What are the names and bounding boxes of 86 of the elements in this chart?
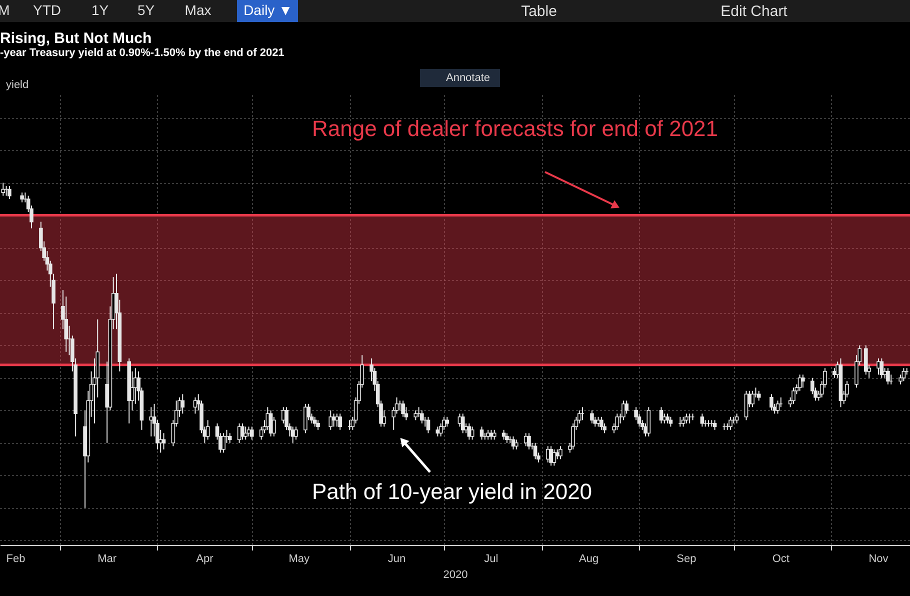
candlestick: [558, 446, 562, 460]
candlestick: [776, 400, 780, 414]
candlestick: [756, 390, 761, 402]
candlestick: [700, 413, 704, 428]
candlestick: [770, 394, 774, 411]
candlestick: [646, 406, 651, 437]
candlestick: [533, 442, 538, 460]
x-tick-label: Aug: [579, 553, 599, 565]
candlestick: [622, 400, 626, 421]
candlestick: [728, 416, 732, 430]
text: 1Y: [91, 2, 110, 18]
text: YTD: [33, 2, 61, 18]
candlestick: [445, 416, 450, 428]
candlestick: [426, 416, 430, 434]
x-tick-label: May: [288, 553, 310, 565]
candlestick: [460, 413, 465, 434]
text: Annotate: [446, 72, 490, 84]
candlestick: [222, 432, 226, 454]
x-tick-label: Apr: [196, 553, 214, 565]
candlestick: [600, 416, 604, 430]
candlestick: [272, 416, 276, 437]
text: Daily ▼: [244, 2, 292, 18]
candlestick: [734, 413, 739, 424]
candlestick: [681, 416, 686, 428]
text: Table: [521, 3, 557, 20]
candlestick: [414, 410, 418, 421]
candlestick: [312, 416, 317, 428]
x-tick-label: Sep: [676, 553, 696, 565]
x-tick-label: Jul: [484, 553, 498, 565]
text: yield: [6, 79, 29, 91]
chart-subtitle: -year Treasury yield at 0.90%-1.50% by the end of 2021: [0, 47, 284, 59]
candlestick: [876, 358, 880, 376]
x-tick-label: Nov: [868, 553, 889, 565]
candlestick: [624, 400, 629, 414]
candlestick: [180, 394, 185, 414]
x-tick-label: Jun: [388, 553, 406, 565]
candlestick: [880, 358, 884, 378]
chart-title: Rising, But Not Much: [0, 30, 152, 47]
candlestick: [228, 432, 232, 444]
text: Max: [184, 2, 212, 18]
candlestick: [886, 368, 890, 385]
candlestick: [206, 420, 210, 440]
candlestick: [505, 432, 509, 444]
candlestick: [666, 413, 670, 424]
candlestick: [149, 406, 154, 437]
candlestick: [596, 416, 600, 428]
candlestick: [668, 416, 673, 428]
candlestick: [401, 400, 405, 418]
candlestick: [549, 446, 553, 466]
candlestick: [712, 420, 717, 430]
annotation: Path of 10-year yield in 2020: [312, 479, 592, 504]
candlestick: [527, 432, 531, 450]
candlestick: [750, 390, 754, 408]
candlestick: [8, 186, 12, 200]
candlestick: [486, 429, 490, 440]
candlestick: [590, 410, 594, 424]
candlestick: [266, 406, 270, 430]
text: Edit Chart: [720, 3, 788, 20]
x-tick-label: Mar: [98, 553, 117, 565]
candlestick: [420, 410, 424, 424]
band-label: Range of dealer forecasts for end of 2021: [312, 116, 718, 141]
candlestick: [902, 368, 906, 382]
candlestick: [316, 420, 320, 430]
text: 5Y: [137, 2, 156, 18]
candlestick: [240, 422, 244, 440]
candlestick: [294, 426, 298, 440]
candlestick: [20, 192, 24, 203]
candlestick: [304, 403, 308, 434]
candlestick: [162, 432, 166, 450]
candlestick: [244, 426, 248, 440]
x-tick-label: Feb: [6, 553, 26, 565]
candlestick: [492, 429, 496, 440]
candlestick: [864, 344, 868, 376]
candlestick: [684, 413, 688, 424]
candlestick: [250, 426, 254, 440]
candlestick: [328, 410, 333, 430]
candlestick: [502, 429, 506, 440]
candlestick: [615, 413, 620, 430]
candlestick: [792, 387, 796, 404]
candlestick: [514, 439, 518, 450]
x-axis-title: 2020: [443, 569, 468, 581]
x-tick-label: Oct: [772, 553, 790, 565]
candlestick: [801, 374, 805, 388]
candlestick: [338, 413, 342, 430]
candlestick: [470, 426, 474, 440]
candlestick: [480, 426, 484, 440]
